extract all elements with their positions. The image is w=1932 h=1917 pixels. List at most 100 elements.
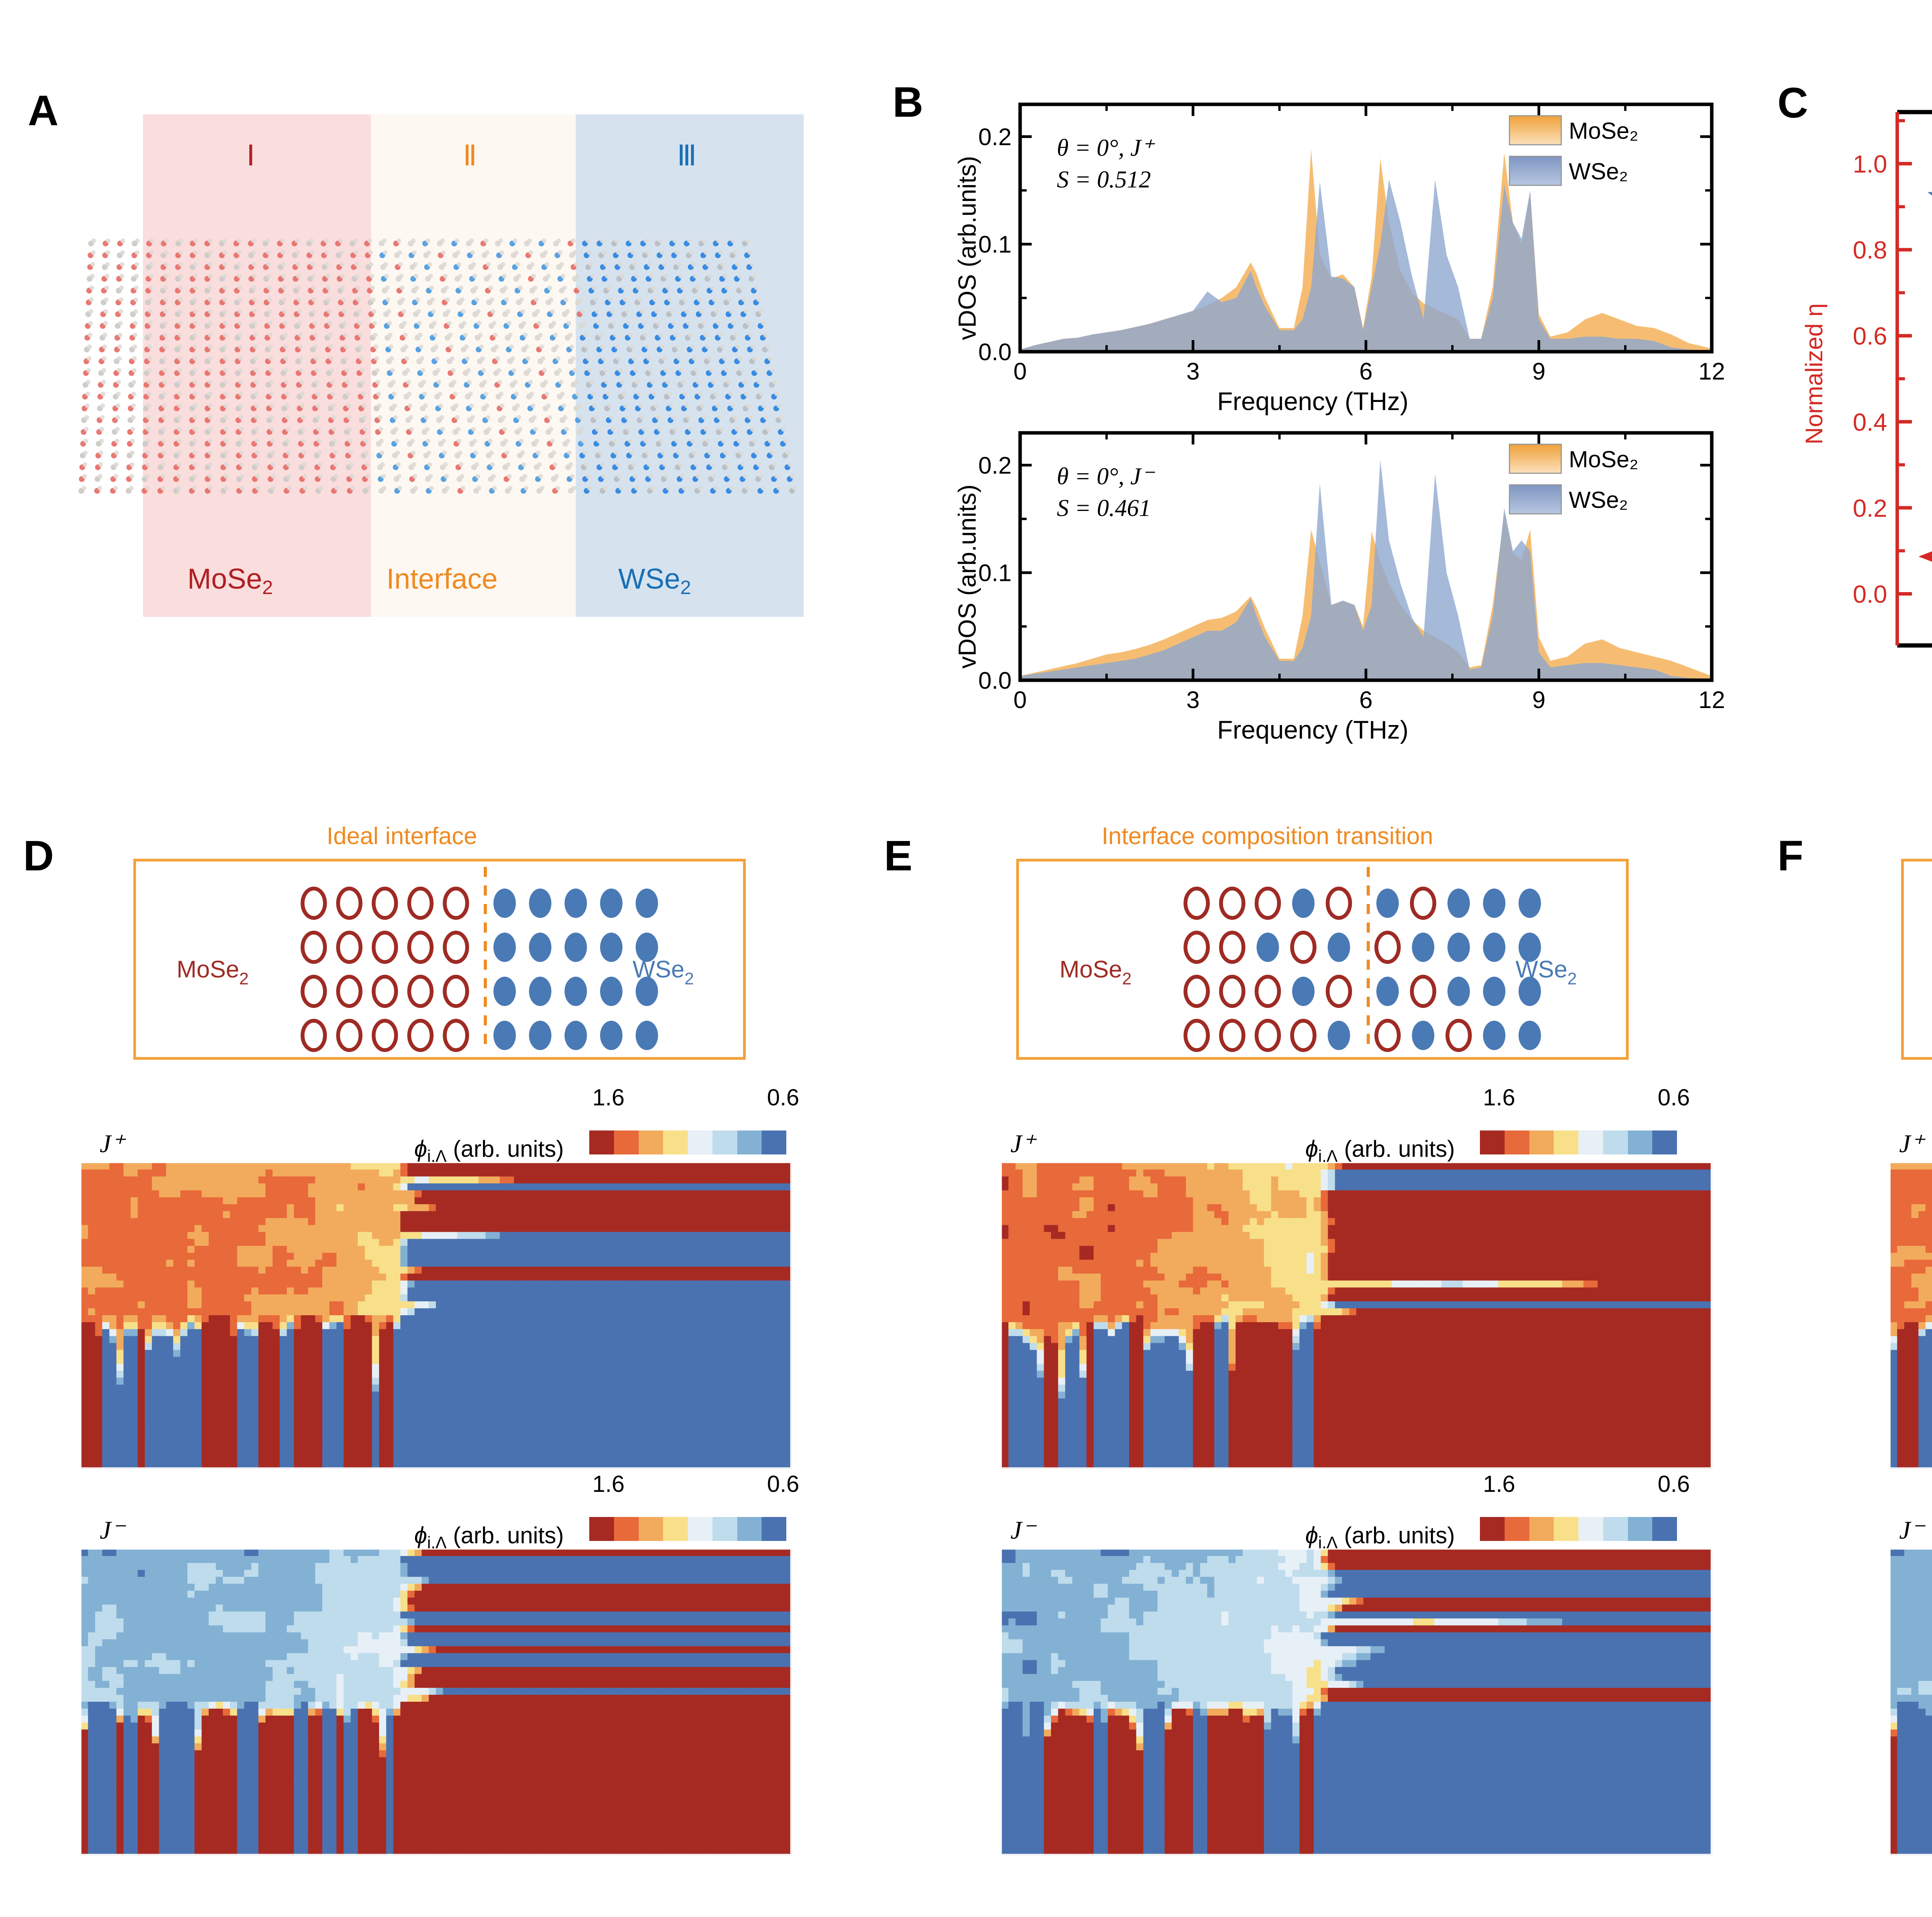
panel-d-jplus-cb-max: 1.6 (592, 1084, 624, 1111)
colorbar-swatch (1504, 1517, 1529, 1541)
svg-text:0.8: 0.8 (1853, 236, 1887, 264)
panel-d-jminus-map (80, 1548, 792, 1855)
panel-b-top-legend-swatch-mose2 (1509, 115, 1562, 145)
panel-b-bottom-legend-swatch-mose2 (1509, 444, 1562, 474)
panel-e-jplus-cb-max: 1.6 (1483, 1084, 1515, 1111)
panel-d-jminus-label: J⁻ (100, 1515, 124, 1545)
svg-text:0.0: 0.0 (978, 667, 1012, 694)
panel-a-lattice (78, 238, 797, 494)
colorbar-swatch (1652, 1130, 1677, 1154)
panel-a-label-wse2-sub: 2 (680, 576, 691, 598)
colorbar-swatch (737, 1130, 762, 1154)
colorbar-swatch (589, 1517, 614, 1541)
panel-letter-d: D (23, 835, 54, 877)
panel-d-jminus-cb-min: 0.6 (767, 1471, 799, 1497)
svg-text:12: 12 (1699, 358, 1725, 385)
panel-letter-b: B (893, 81, 923, 124)
panel-e-jminus-cb-title-units: (arb. units) (1338, 1522, 1455, 1548)
svg-text:1.0: 1.0 (1853, 150, 1887, 178)
panel-a-label-wse2-text: WSe (618, 563, 680, 595)
panel-b-top-chart: 0 3 6 9 12 0.0 0.1 0.2 (978, 102, 1725, 385)
panel-c-chart: 01530456075900.00.20.40.60.81.00.000.020… (1853, 110, 1932, 648)
panel-a-roman-iii: Ⅲ (677, 139, 697, 173)
panel-letter-a: A (28, 90, 58, 132)
svg-text:0.1: 0.1 (978, 232, 1012, 258)
panel-d-jplus-cb-title-units: (arb. units) (447, 1136, 564, 1162)
colorbar-swatch (1480, 1130, 1505, 1154)
panel-a-region-I-band (143, 114, 371, 617)
svg-text:0.0: 0.0 (978, 339, 1012, 366)
colorbar-swatch (589, 1130, 614, 1154)
panel-d-jplus-cb-title: ϕi,Λ (arb. units) (414, 1136, 564, 1166)
panel-b-bottom-ylabel: vDOS (arb.units) (953, 484, 981, 669)
svg-text:0.4: 0.4 (1853, 408, 1887, 436)
panel-b-top-annot-theta: θ = 0°, J⁺ (1057, 133, 1153, 162)
colorbar-swatch (1628, 1130, 1653, 1154)
svg-text:0.1: 0.1 (978, 560, 1012, 587)
panel-b-bottom-legend-label-mose2: MoSe₂ (1569, 446, 1638, 473)
panel-d-jplus-cb-min: 0.6 (767, 1084, 799, 1111)
svg-text:0.0: 0.0 (1853, 580, 1887, 608)
panel-e-jplus-colorbar (1480, 1130, 1677, 1154)
panel-a-region-II-band (371, 114, 576, 617)
panel-b-top-xlabel: Frequency (THz) (1217, 386, 1408, 416)
svg-text:3: 3 (1186, 358, 1199, 385)
panel-e-jminus-cb-min: 0.6 (1658, 1471, 1690, 1497)
panel-a-roman-i: Ⅰ (247, 139, 255, 173)
panel-e-jplus-map (1001, 1162, 1712, 1469)
colorbar-swatch (688, 1130, 713, 1154)
panel-f-jminus-map (1889, 1548, 1932, 1855)
colorbar-swatch (762, 1517, 786, 1541)
colorbar-swatch (1652, 1517, 1677, 1541)
colorbar-swatch (614, 1130, 639, 1154)
colorbar-swatch (762, 1130, 786, 1154)
panel-b-top-ylabel: vDOS (arb.units) (953, 156, 981, 340)
panel-a-label-interface: Interface (386, 562, 498, 595)
svg-text:0: 0 (1014, 358, 1027, 385)
svg-text:0.2: 0.2 (978, 452, 1012, 479)
panel-e-title: Interface composition transition (978, 822, 1557, 850)
panel-b-bottom-xlabel: Frequency (THz) (1217, 715, 1408, 744)
colorbar-swatch (688, 1517, 713, 1541)
colorbar-swatch (1628, 1517, 1653, 1541)
panel-d-jplus-colorbar (589, 1130, 786, 1154)
colorbar-swatch (1603, 1130, 1628, 1154)
colorbar-swatch (712, 1517, 737, 1541)
panel-e-jminus-map (1001, 1548, 1712, 1855)
svg-text:6: 6 (1359, 358, 1372, 385)
colorbar-swatch (1578, 1130, 1603, 1154)
svg-text:0.6: 0.6 (1853, 322, 1887, 350)
panel-b-top-legend-label-wse2: WSe₂ (1569, 158, 1628, 185)
colorbar-swatch (1504, 1130, 1529, 1154)
panel-f-jplus-map (1889, 1162, 1932, 1469)
svg-text:9: 9 (1532, 687, 1545, 713)
panel-a-label-mose2-sub: 2 (262, 576, 273, 598)
svg-text:12: 12 (1699, 687, 1725, 713)
panel-c-ylabel-left: Normalized η (1801, 303, 1828, 444)
panel-b-top-legend-label-mose2: MoSe₂ (1569, 117, 1638, 144)
panel-d-jminus-cb-max: 1.6 (592, 1471, 624, 1497)
colorbar-swatch (712, 1130, 737, 1154)
colorbar-swatch (638, 1130, 663, 1154)
panel-e-jminus-cb-title: ϕi,Λ (arb. units) (1305, 1522, 1455, 1553)
colorbar-swatch (663, 1130, 688, 1154)
panel-f-jminus-label: J⁻ (1899, 1515, 1924, 1545)
panel-d-jminus-cb-title: ϕi,Λ (arb. units) (414, 1522, 564, 1553)
colorbar-swatch (1529, 1130, 1554, 1154)
svg-text:MoSe2: MoSe2 (1060, 956, 1131, 988)
panel-d-jminus-cb-title-units: (arb. units) (447, 1522, 564, 1548)
panel-letter-f: F (1777, 835, 1803, 877)
panel-a-roman-ii: Ⅱ (463, 139, 477, 173)
svg-text:0.2: 0.2 (978, 124, 1012, 150)
panel-e-jplus-label: J⁺ (1010, 1129, 1035, 1159)
svg-text:6: 6 (1359, 687, 1372, 713)
svg-text:9: 9 (1532, 358, 1545, 385)
colorbar-swatch (1554, 1130, 1578, 1154)
panel-e-jminus-cb-max: 1.6 (1483, 1471, 1515, 1497)
panel-e-jminus-colorbar (1480, 1517, 1677, 1541)
panel-f-title: Interface zigzag shape (1866, 822, 1932, 850)
colorbar-swatch (1529, 1517, 1554, 1541)
panel-d-schematic-box: MoSe2 WSe2 (133, 859, 746, 1060)
panel-e-jplus-cb-min: 0.6 (1658, 1084, 1690, 1111)
